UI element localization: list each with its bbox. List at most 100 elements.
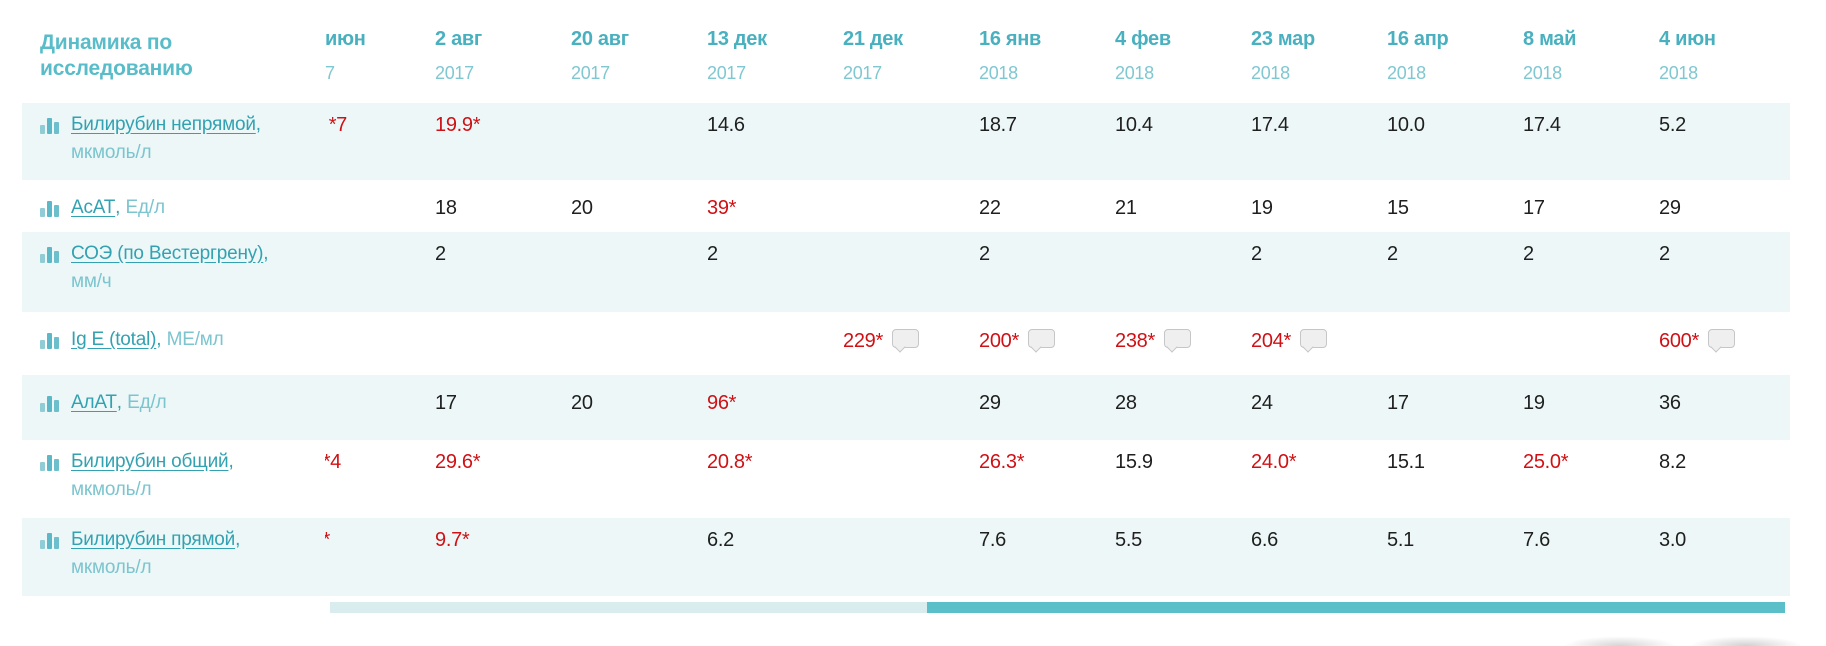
value-cell: [836, 103, 972, 180]
bar: [54, 337, 59, 349]
value: 20: [571, 392, 593, 414]
value: 17: [435, 392, 457, 414]
value-cell: 36: [1652, 375, 1788, 440]
bar: [40, 540, 45, 549]
value: 17.4: [1251, 114, 1289, 136]
horizontal-scrollbar-track[interactable]: [330, 602, 1785, 613]
abnormal-value: 204*: [1251, 330, 1291, 352]
abnormal-value: 229*: [843, 330, 883, 352]
column-year-label: 2018: [1251, 63, 1290, 83]
abnormal-value: 19.9*: [435, 114, 481, 136]
value: 2: [435, 243, 446, 265]
abnormal-value: 29.6*: [435, 451, 481, 473]
bar: [40, 125, 45, 134]
value: 2: [707, 243, 718, 265]
value-cell: 10.0: [1380, 103, 1516, 180]
value-cell: 20.8*: [700, 440, 836, 518]
value-cell: 15.9: [1108, 440, 1244, 518]
value-cell: 15: [1380, 180, 1516, 232]
table-body: Билирубин непрямой, мкмоль/л 7* 19.9* 14.6 18…: [22, 103, 1790, 596]
value-cell: 17: [1516, 180, 1652, 232]
test-name-link[interactable]: Билирубин непрямой: [71, 114, 256, 135]
bar: [47, 533, 52, 549]
test-name-block: Билирубин непрямой, мкмоль/л: [71, 114, 261, 164]
value-cell: [318, 232, 428, 312]
value-cell: 15.1: [1380, 440, 1516, 518]
value: 10.0: [1387, 114, 1425, 136]
value-cell: 3.0: [1652, 518, 1788, 596]
column-date-label: июн: [325, 28, 366, 50]
abnormal-value: 9.7*: [435, 529, 470, 551]
value-cell: [564, 518, 700, 596]
column-date-label: 23 мар: [1251, 28, 1315, 50]
value: 17: [1387, 392, 1409, 414]
bar: [54, 400, 59, 412]
test-name-link[interactable]: Билирубин общий: [71, 451, 229, 472]
value: 18.7: [979, 114, 1017, 136]
column-year-label: 2018: [1523, 63, 1562, 83]
abnormal-value: 96*: [707, 392, 737, 414]
test-unit: мм/ч: [71, 271, 112, 292]
value-cell: 5.1: [1380, 518, 1516, 596]
value-cell: [700, 312, 836, 375]
value-cell: 4*: [318, 440, 428, 518]
test-name-link[interactable]: Билирубин прямой: [71, 529, 236, 550]
test-name-line: Ig E (total), МЕ/мл: [71, 329, 224, 351]
test-unit: МЕ/мл: [161, 329, 224, 350]
bar-chart-icon[interactable]: [40, 246, 61, 263]
comment-icon[interactable]: [1163, 329, 1191, 353]
bar-chart-icon[interactable]: [40, 332, 61, 349]
column-header-4-июн: 4 июн 2018: [1652, 20, 1788, 103]
test-name-link[interactable]: СОЭ (по Вестергрену): [71, 243, 264, 264]
comment-icon[interactable]: [891, 329, 919, 353]
value-cell: 8.2: [1652, 440, 1788, 518]
bar-chart-icon[interactable]: [40, 200, 61, 217]
value-cell: [836, 518, 972, 596]
below-fold-element-shadow: [1536, 630, 1816, 646]
value: 15.1: [1387, 451, 1425, 473]
test-name-block: Ig E (total), МЕ/мл: [71, 329, 224, 351]
value-cell: 2: [1244, 232, 1380, 312]
test-name-link[interactable]: АлАТ: [71, 392, 117, 413]
value-cell: 7*: [318, 103, 428, 180]
test-name-link[interactable]: Ig E (total): [71, 329, 157, 350]
value-cell: 229*: [836, 312, 972, 375]
column-year-label: 2017: [843, 63, 882, 83]
column-date-label: 4 июн: [1659, 28, 1716, 50]
value-cell: 20: [564, 180, 700, 232]
column-year-label: 2018: [1115, 63, 1154, 83]
horizontal-scrollbar-thumb[interactable]: [927, 602, 1785, 613]
value-cell: 17: [1380, 375, 1516, 440]
comment-icon[interactable]: [1299, 329, 1327, 353]
column-header-21-дек: 21 дек 2017: [836, 20, 972, 103]
value: 2: [1523, 243, 1534, 265]
value-cell: 238*: [1108, 312, 1244, 375]
value-cell: [836, 180, 972, 232]
abnormal-value: 200*: [979, 330, 1019, 352]
bar-chart-icon[interactable]: [40, 117, 61, 134]
bar-chart-icon[interactable]: [40, 454, 61, 471]
column-year-label: 2017: [571, 63, 610, 83]
comment-icon-tail: [894, 341, 906, 353]
bar-chart-icon[interactable]: [40, 532, 61, 549]
comment-icon[interactable]: [1027, 329, 1055, 353]
value-cell: 7.6: [972, 518, 1108, 596]
abnormal-value: 238*: [1115, 330, 1155, 352]
value: 5.5: [1115, 529, 1142, 551]
bar: [47, 247, 52, 263]
bar: [40, 254, 45, 263]
value: 6.6: [1251, 529, 1278, 551]
test-name-link[interactable]: АсАТ: [71, 197, 116, 218]
test-unit: мкмоль/л: [71, 479, 152, 500]
bar: [40, 462, 45, 471]
value-cell: 24: [1244, 375, 1380, 440]
table-row: Билирубин общий, мкмоль/л 4* 29.6* 20.8* 26.3…: [22, 440, 1790, 518]
value: 18: [435, 197, 457, 219]
bar-chart-icon[interactable]: [40, 395, 61, 412]
abnormal-value: 25.0*: [1523, 451, 1569, 473]
value-cell: 2: [428, 232, 564, 312]
value-cell: 96*: [700, 375, 836, 440]
value-cell: [318, 312, 428, 375]
comment-icon[interactable]: [1707, 329, 1735, 353]
table-row: Билирубин прямой, мкмоль/л * 9.7* 6.2 7.6 5.5 6…: [22, 518, 1790, 596]
